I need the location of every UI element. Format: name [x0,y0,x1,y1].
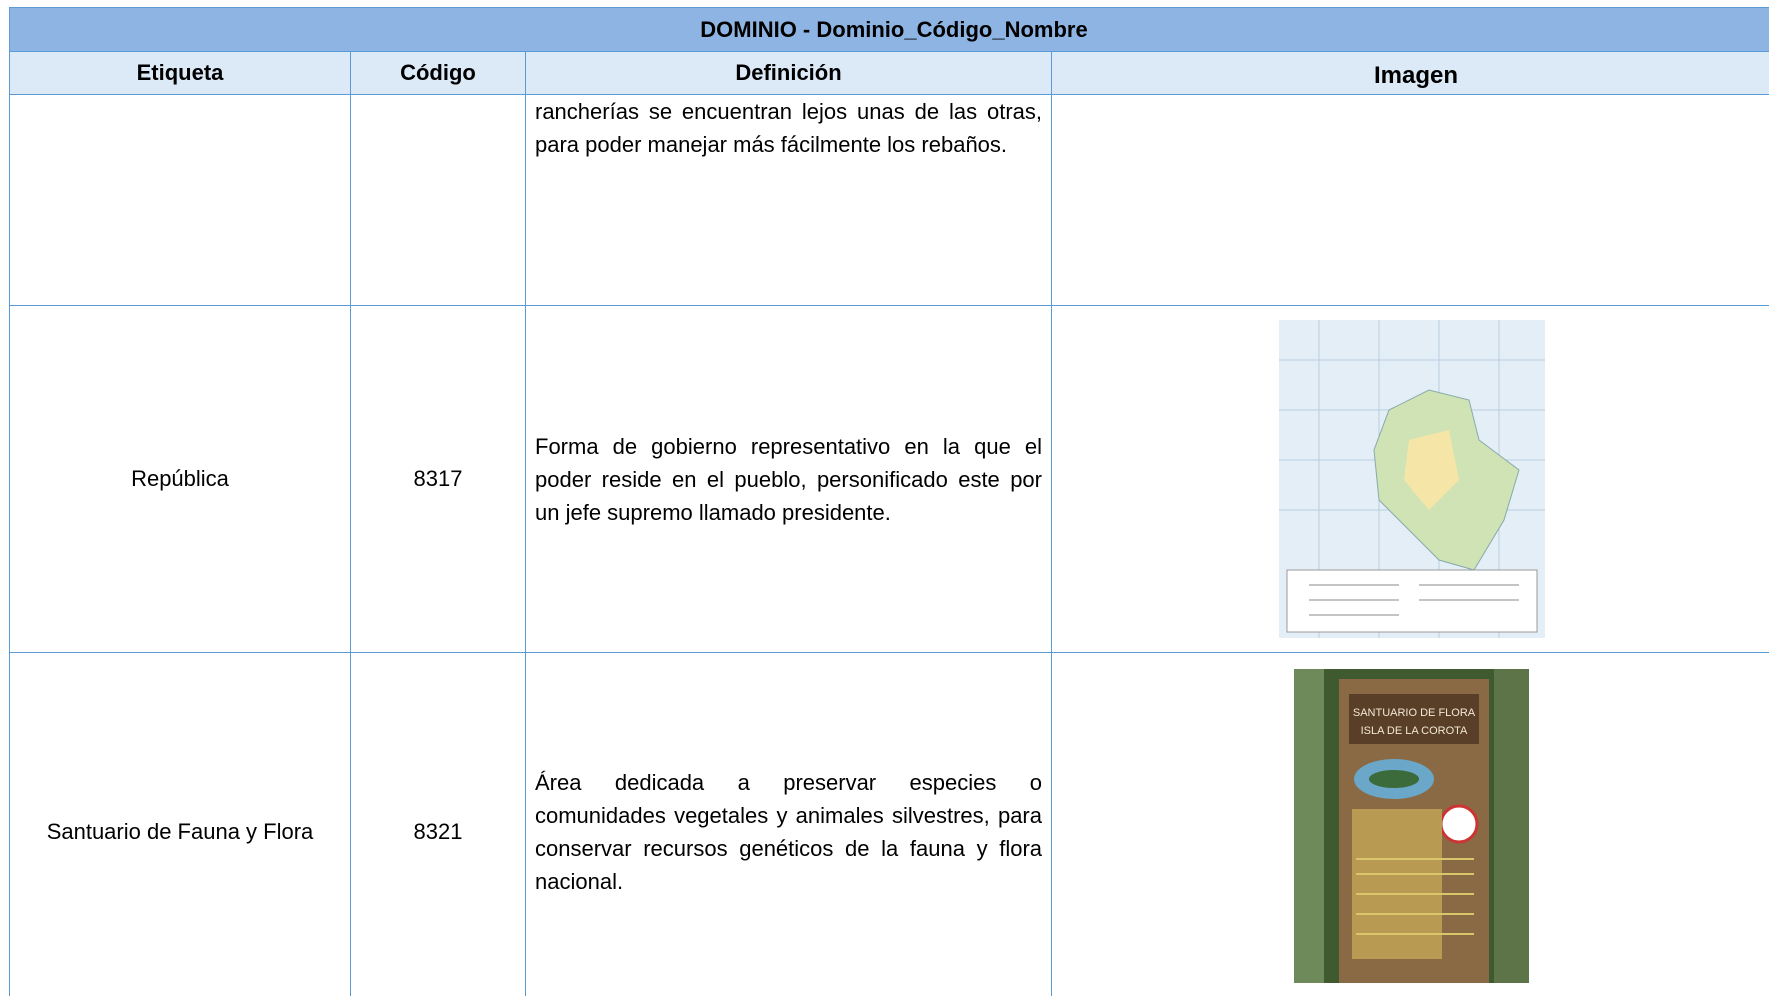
label-cell: Santuario de Fauna y Flora [9,652,351,996]
definition-cell: Área dedicada a preservar especies o com… [525,652,1052,996]
cell [9,94,351,306]
label-cell: República [9,305,351,653]
sign-text: ISLA DE LA COROTA [1361,725,1468,737]
sign-photo: SANTUARIO DE FLORA ISLA DE LA COROTA [1294,669,1529,983]
definition: Área dedicada a preservar especies o com… [535,770,1042,894]
definition: Forma de gobierno representativo en la q… [535,433,1042,525]
sign-text: SANTUARIO DE FLORA [1353,707,1476,719]
image-cell [1051,305,1769,653]
map-image [1279,320,1545,638]
definition: rancherías se encuentran lejos unas de l… [535,99,1042,157]
header-cell: Etiqueta [9,51,351,95]
header-cell: Definición [525,51,1052,95]
header-cell: Código [350,51,526,95]
image-cell [1051,94,1769,306]
cell [350,94,526,306]
code-cell: 8321 [350,652,526,996]
code-cell: 8317 [350,305,526,653]
image-cell: SANTUARIO DE FLORA ISLA DE LA COROTA [1051,652,1769,996]
definition-cell: Forma de gobierno representativo en la q… [525,305,1052,653]
header-cell: Imagen [1051,51,1769,95]
definition-cell: rancherías se encuentran lejos unas de l… [525,94,1052,306]
table-title: DOMINIO - Dominio_Código_Nombre [9,7,1769,52]
